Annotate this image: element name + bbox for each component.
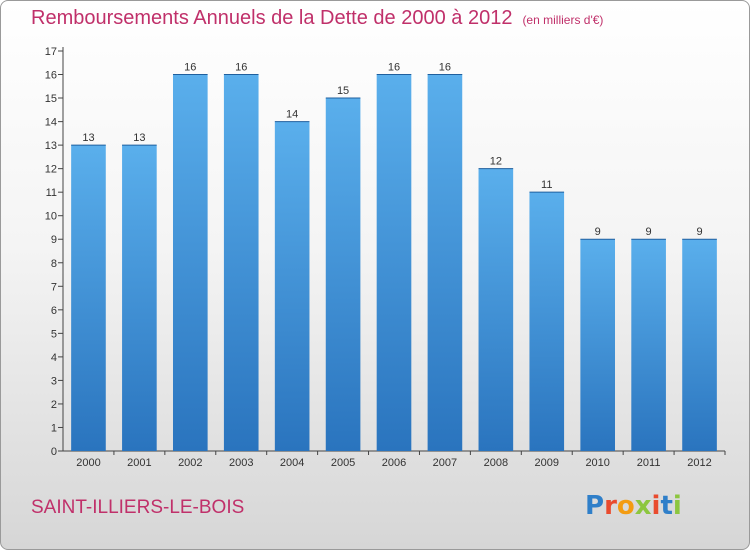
chart-subtitle: (en milliers d'€) <box>522 13 604 27</box>
x-tick-label: 2005 <box>331 457 355 469</box>
y-tick-label: 7 <box>51 281 57 293</box>
bar-value-label: 11 <box>541 179 552 191</box>
bar-value-label: 9 <box>646 226 652 238</box>
x-tick-label: 2000 <box>76 457 100 469</box>
y-tick-label: 6 <box>51 305 57 317</box>
bar <box>580 239 616 451</box>
x-tick-label: 2012 <box>687 457 711 469</box>
y-tick-label: 15 <box>45 93 57 105</box>
y-tick-label: 5 <box>51 328 57 340</box>
bar <box>427 74 463 451</box>
y-tick-label: 0 <box>51 446 57 458</box>
bar-value-label: 16 <box>388 62 400 74</box>
x-tick-label: 2009 <box>535 457 559 469</box>
bar-value-label: 15 <box>337 85 349 97</box>
bar-value-label: 16 <box>235 62 247 74</box>
y-tick-label: 13 <box>45 140 57 152</box>
x-tick-label: 2002 <box>178 457 202 469</box>
data-labels: 13 13 16 16 14 15 16 16 12 11 9 9 9 <box>82 62 702 239</box>
bar <box>376 74 412 451</box>
bar <box>223 74 259 451</box>
bar <box>325 98 361 451</box>
proxiti-logo: Proxiti <box>585 491 682 521</box>
bar <box>122 145 157 451</box>
y-tick-label: 17 <box>45 46 57 58</box>
x-tick-label: 2003 <box>229 457 253 469</box>
bar <box>682 239 717 451</box>
y-tick-label: 4 <box>51 352 57 364</box>
y-tick-label: 8 <box>51 258 57 270</box>
x-tick-label: 2010 <box>585 457 609 469</box>
bar <box>172 74 208 451</box>
chart-title: Remboursements Annuels de la Dette de 20… <box>31 7 603 30</box>
bar <box>274 121 310 452</box>
bar-value-label: 9 <box>696 226 702 238</box>
bars <box>71 74 717 452</box>
commune-name: SAINT-ILLIERS-LE-BOIS <box>31 497 245 518</box>
bar <box>529 192 565 452</box>
x-tick-label: 2008 <box>484 457 508 469</box>
y-tick-label: 16 <box>45 70 57 82</box>
y-tick-label: 11 <box>46 187 57 199</box>
x-tick-label: 2007 <box>433 457 457 469</box>
y-tick-label: 12 <box>45 164 57 176</box>
y-tick-label: 3 <box>51 375 57 387</box>
y-tick-label: 14 <box>45 117 57 129</box>
chart-title-text: Remboursements Annuels de la Dette de 20… <box>31 7 513 29</box>
bar-value-label: 12 <box>490 156 502 168</box>
x-tick-label: 2001 <box>127 457 151 469</box>
x-tick-label: 2006 <box>382 457 406 469</box>
y-tick-label: 1 <box>51 422 57 434</box>
y-tick-label: 9 <box>51 234 57 246</box>
bar-value-label: 13 <box>133 132 145 144</box>
bar-value-label: 14 <box>286 109 298 121</box>
x-tick-label: 2004 <box>280 457 304 469</box>
bar-value-label: 16 <box>184 62 196 74</box>
bar-value-label: 16 <box>439 62 451 74</box>
x-tick-label: 2011 <box>637 457 661 469</box>
y-tick-label: 10 <box>45 211 57 223</box>
y-tick-label: 2 <box>51 399 57 411</box>
bar <box>478 168 514 451</box>
bar <box>631 239 666 451</box>
bar-value-label: 13 <box>82 132 94 144</box>
bar <box>71 145 106 451</box>
bar-value-label: 9 <box>595 226 601 238</box>
